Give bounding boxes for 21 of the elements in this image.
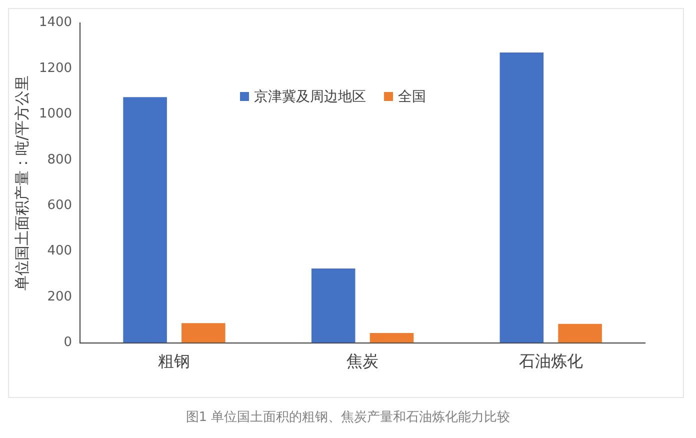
y-axis-title: 单位国土面积产量：吨/平方公里	[12, 75, 31, 290]
x-tick-label: 焦炭	[346, 352, 379, 371]
bar	[182, 323, 226, 343]
y-tick-label: 400	[47, 244, 72, 259]
bar	[123, 97, 167, 343]
x-tick-label: 石油炼化	[518, 352, 583, 371]
bar	[311, 268, 356, 343]
y-tick-label: 200	[47, 289, 72, 304]
y-tick-label: 1000	[38, 106, 72, 122]
y-tick-label: 1400	[38, 15, 72, 30]
bar	[500, 52, 544, 343]
caption: 图1 单位国土面积的粗钢、焦炭产量和石油炼化能力比较	[184, 409, 512, 426]
legend-label: 全国	[397, 88, 426, 106]
legend-label: 京津冀及周边地区	[253, 88, 366, 106]
y-tick-label: 600	[47, 198, 72, 214]
y-tick-label: 1200	[38, 60, 72, 76]
y-tick-label: 800	[47, 152, 72, 168]
bar	[370, 332, 414, 343]
x-tick-label: 粗钢	[158, 352, 190, 371]
y-tick-label: 0	[64, 335, 72, 350]
bar	[558, 324, 602, 343]
